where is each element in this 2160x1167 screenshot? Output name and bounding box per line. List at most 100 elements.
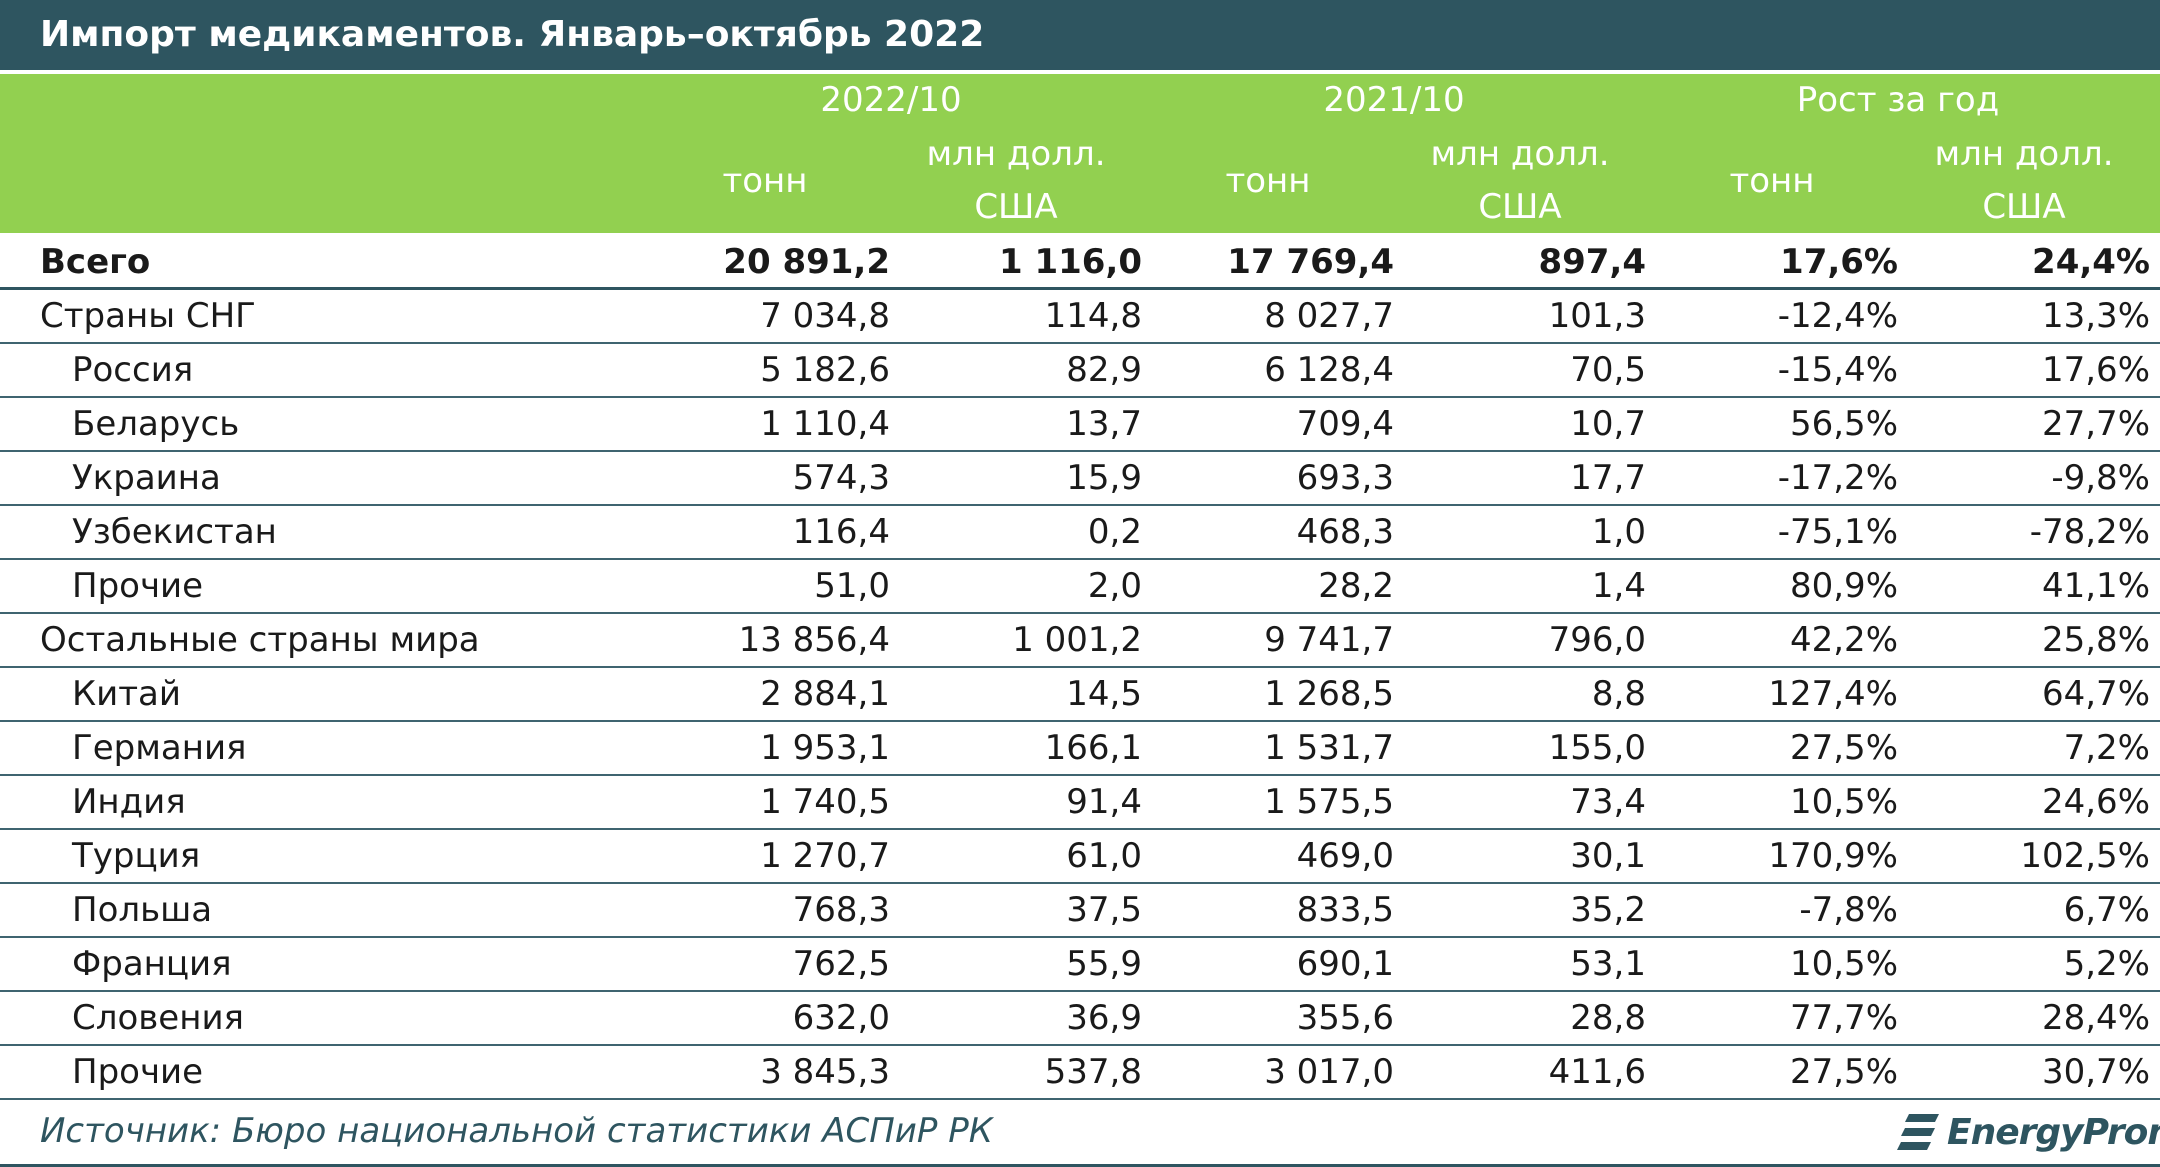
table-cell: 355,6 <box>1296 998 1394 1038</box>
table-cell: 14,5 <box>1066 674 1142 714</box>
table-cell: 8,8 <box>1591 674 1646 714</box>
table-cell: 1 110,4 <box>760 404 890 444</box>
table-cell: 10,7 <box>1570 404 1646 444</box>
table-cell: 411,6 <box>1548 1052 1646 1092</box>
table-cell: 127,4% <box>1768 674 1898 714</box>
table-cell: 116,4 <box>792 512 890 552</box>
table-cell: 56,5% <box>1789 404 1898 444</box>
table-cell: -75,1% <box>1777 512 1898 552</box>
row-label: Прочие <box>72 1052 204 1092</box>
row-label: Турция <box>72 836 201 876</box>
table-row: Всего 20 891,2 1 116,0 17 769,4 897,4 17,6% 24… <box>0 236 2160 290</box>
table-cell: 17,7 <box>1570 458 1646 498</box>
table-cell: 537,8 <box>1044 1052 1142 1092</box>
table-cell: 102,5% <box>2020 836 2150 876</box>
table-row: Турция 1 270,7 61,0 469,0 30,1 170,9% 102,5% <box>0 830 2160 884</box>
table-cell: -7,8% <box>1799 890 1898 930</box>
table-cell: 1 575,5 <box>1264 782 1394 822</box>
table-cell: 55,9 <box>1066 944 1142 984</box>
table-cell: 42,2% <box>1789 620 1898 660</box>
table-row: Индия 1 740,5 91,4 1 575,5 73,4 10,5% 24,6% <box>0 776 2160 830</box>
table-cell: 7,2% <box>2063 728 2150 768</box>
header-usd-2021-line2: США <box>1478 187 1562 227</box>
header-group-growth: Рост за год <box>1796 80 2000 120</box>
table-cell: 8 027,7 <box>1264 296 1394 336</box>
header-usd-2022-line1: млн долл. <box>926 134 1106 174</box>
row-label: Индия <box>72 782 186 822</box>
table-row: Франция 762,5 55,9 690,1 53,1 10,5% 5,2% <box>0 938 2160 992</box>
table-cell: 15,9 <box>1066 458 1142 498</box>
table-row: Остальные страны мира 13 856,4 1 001,2 9 74… <box>0 614 2160 668</box>
table-cell: 24,6% <box>2041 782 2150 822</box>
table-row: Прочие 51,0 2,0 28,2 1,4 80,9% 41,1% <box>0 560 2160 614</box>
table-cell: 30,7% <box>2041 1052 2150 1092</box>
energyprom-logo-text: EnergyProm <box>1947 1112 2160 1153</box>
table-row: Прочие 3 845,3 537,8 3 017,0 411,6 27,5% 30,7% <box>0 1046 2160 1100</box>
table-row: Китай 2 884,1 14,5 1 268,5 8,8 127,4% 64,7% <box>0 668 2160 722</box>
table-cell: 632,0 <box>792 998 890 1038</box>
table-cell: 61,0 <box>1066 836 1142 876</box>
table-row: Словения 632,0 36,9 355,6 28,8 77,7% 28,4% <box>0 992 2160 1046</box>
table-cell: 690,1 <box>1296 944 1394 984</box>
table-cell: 6,7% <box>2063 890 2150 930</box>
table-cell: 10,5% <box>1789 944 1898 984</box>
row-label: Прочие <box>72 566 204 606</box>
table-row: Узбекистан 116,4 0,2 468,3 1,0 -75,1% -78,2% <box>0 506 2160 560</box>
table-cell: 833,5 <box>1296 890 1394 930</box>
table-cell: 41,1% <box>2041 566 2150 606</box>
table-cell: 768,3 <box>792 890 890 930</box>
table-cell: 170,9% <box>1768 836 1898 876</box>
header-group-2021: 2021/10 <box>1323 80 1465 120</box>
table-cell: 53,1 <box>1570 944 1646 984</box>
table-cell: 114,8 <box>1044 296 1142 336</box>
table-row: Германия 1 953,1 166,1 1 531,7 155,0 27,5% 7,2… <box>0 722 2160 776</box>
header-usd-growth-line1: млн долл. <box>1934 134 2114 174</box>
table-cell: 1 953,1 <box>760 728 890 768</box>
table-cell: 574,3 <box>792 458 890 498</box>
table-cell: 709,4 <box>1296 404 1394 444</box>
source-note: Источник: Бюро национальной статистики А… <box>40 1111 993 1151</box>
table-body: Всего 20 891,2 1 116,0 17 769,4 897,4 17,6% 24… <box>0 236 2160 1100</box>
table-row: Страны СНГ 7 034,8 114,8 8 027,7 101,3 -12,4%… <box>0 290 2160 344</box>
table-cell: 36,9 <box>1066 998 1142 1038</box>
table-header: 2022/10 2021/10 Рост за год тонн млн дол… <box>0 74 2160 233</box>
table-cell: 2,0 <box>1087 566 1142 606</box>
row-label: Германия <box>72 728 247 768</box>
table-cell: 28,2 <box>1318 566 1394 606</box>
row-label: Китай <box>72 674 181 714</box>
table-cell: 35,2 <box>1570 890 1646 930</box>
table-cell: 693,3 <box>1296 458 1394 498</box>
table-cell: 51,0 <box>814 566 890 606</box>
table-cell: 3 845,3 <box>760 1052 890 1092</box>
table-cell: 469,0 <box>1296 836 1394 876</box>
table-cell: 80,9% <box>1789 566 1898 606</box>
row-label: Украина <box>72 458 221 498</box>
table-cell: 25,8% <box>2041 620 2150 660</box>
table-cell: 897,4 <box>1538 242 1646 282</box>
table-cell: 64,7% <box>2041 674 2150 714</box>
table-row: Россия 5 182,6 82,9 6 128,4 70,5 -15,4% 17,6% <box>0 344 2160 398</box>
table-cell: -15,4% <box>1777 350 1898 390</box>
table-cell: 166,1 <box>1044 728 1142 768</box>
table-cell: 101,3 <box>1548 296 1646 336</box>
header-usd-2021-line1: млн долл. <box>1430 134 1610 174</box>
table-cell: 5 182,6 <box>760 350 890 390</box>
table-cell: 1 268,5 <box>1264 674 1394 714</box>
table-cell: 30,1 <box>1570 836 1646 876</box>
table-footer: Источник: Бюро национальной статистики А… <box>0 1100 2160 1164</box>
table-cell: 27,7% <box>2041 404 2150 444</box>
header-group-2022: 2022/10 <box>820 80 962 120</box>
table-cell: 13 856,4 <box>738 620 890 660</box>
header-usd-2022-line2: США <box>974 187 1058 227</box>
table-cell: 13,3% <box>2041 296 2150 336</box>
table-cell: 2 884,1 <box>760 674 890 714</box>
table-cell: 1,4 <box>1591 566 1646 606</box>
table-title: Импорт медикаментов. Январь–октябрь 2022 <box>0 0 2160 70</box>
table-cell: 28,4% <box>2041 998 2150 1038</box>
row-label: Словения <box>72 998 245 1038</box>
row-label: Беларусь <box>72 404 240 444</box>
header-usd-growth-line2: США <box>1982 187 2066 227</box>
table-cell: -17,2% <box>1777 458 1898 498</box>
table-cell: 37,5 <box>1066 890 1142 930</box>
